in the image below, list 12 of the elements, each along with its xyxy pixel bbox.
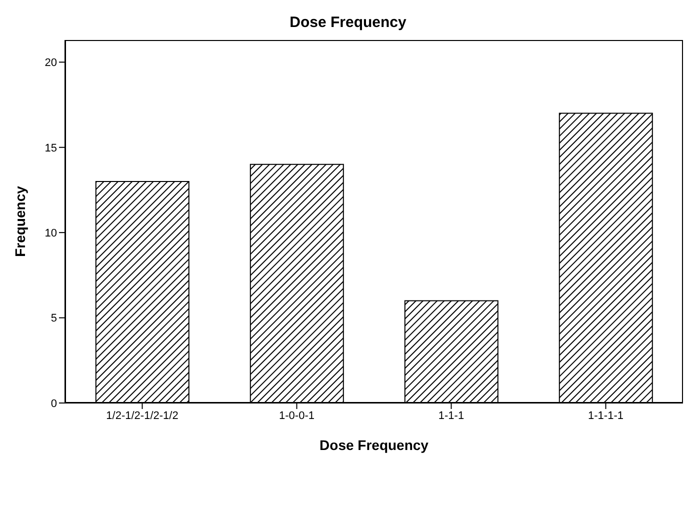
y-tick-label: 0	[50, 398, 57, 410]
x-tick-label: 1-1-1-1	[588, 410, 624, 422]
x-tick-label: 1-1-1	[438, 410, 464, 422]
x-tick-label: 1/2-1/2-1/2-1/2	[106, 410, 178, 422]
y-tick-label: 10	[44, 227, 57, 240]
y-tick-label: 15	[44, 142, 57, 154]
chart-title: Dose Frequency	[288, 14, 408, 31]
y-tick-label: 5	[50, 312, 57, 325]
x-axis-title: Dose Frequency	[320, 437, 429, 453]
y-axis-title: Frequency	[12, 186, 28, 257]
y-tick-label: 20	[44, 57, 57, 70]
x-tick-label: 1-0-0-1	[279, 410, 314, 422]
